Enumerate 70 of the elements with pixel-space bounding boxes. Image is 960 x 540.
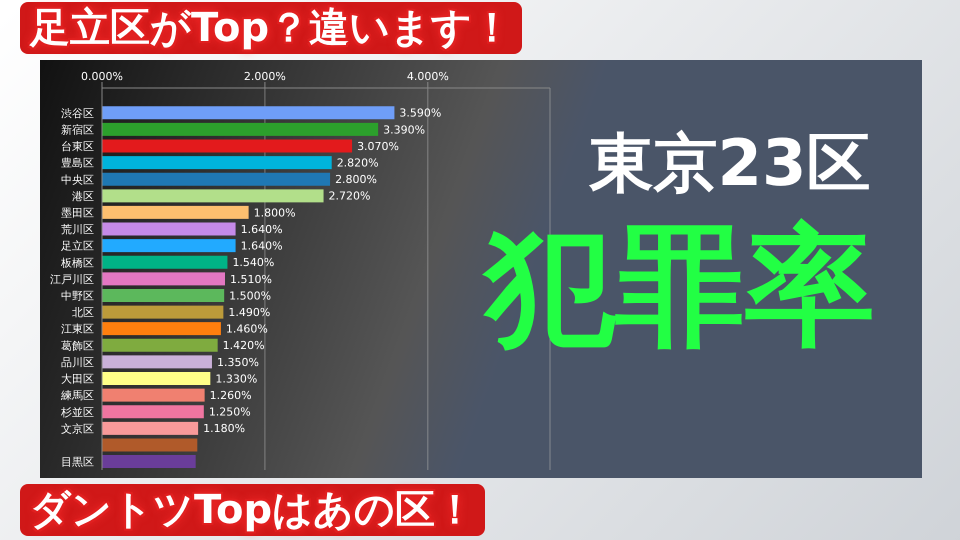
y-tick-label: 豊島区: [61, 156, 94, 170]
bar: [102, 172, 330, 186]
data-label: 1.540%: [232, 256, 274, 270]
bar: [102, 355, 212, 368]
data-label: 1.490%: [228, 306, 270, 319]
y-tick-label: 大田区: [61, 372, 94, 386]
bar: [102, 288, 224, 302]
bar: [102, 405, 204, 418]
bar: [102, 272, 225, 286]
x-tick-label: 0.000%: [81, 70, 123, 83]
data-label: 1.460%: [226, 322, 268, 336]
bar: [102, 306, 224, 319]
bar: [102, 189, 324, 202]
bar: [102, 388, 205, 402]
data-label: 2.820%: [336, 156, 379, 170]
y-tick-label: 目黒区: [61, 456, 94, 469]
y-tick-label: 足立区: [61, 240, 94, 253]
data-label: 1.250%: [208, 406, 251, 419]
y-tick-label: 江戸川区: [50, 272, 94, 286]
y-tick-label: 台東区: [61, 140, 94, 154]
bar: [102, 222, 236, 236]
y-tick-label: 中央区: [61, 173, 94, 186]
text: 足立区がTop？違います！: [20, 2, 522, 54]
bar: [102, 372, 210, 386]
y-tick-label: 中野区: [61, 290, 94, 303]
y-tick-label: 杉並区: [60, 406, 94, 419]
data-label: 1.420%: [222, 339, 265, 352]
y-tick-label: 江東区: [61, 322, 94, 336]
text: 犯罪率: [481, 210, 876, 362]
y-tick-label: 港区: [72, 190, 94, 203]
y-tick-label: 練馬区: [60, 389, 94, 402]
data-label: 1.510%: [230, 272, 272, 286]
bar: [102, 206, 249, 219]
y-tick-label: 品川区: [61, 356, 94, 369]
bar: [102, 122, 378, 136]
bar: [102, 338, 218, 352]
x-tick-label: 4.000%: [406, 70, 449, 83]
y-tick-label: 葛飾区: [61, 339, 94, 352]
bar: [102, 455, 196, 468]
bar: [102, 438, 198, 452]
bar: [102, 422, 198, 435]
data-label: 1.640%: [240, 240, 283, 253]
x-tick-label: 2.000%: [244, 70, 286, 83]
bar: [102, 106, 394, 120]
data-label: 2.720%: [328, 190, 371, 203]
data-label: 3.590%: [399, 106, 442, 120]
data-label: 2.800%: [335, 173, 378, 186]
data-label: 3.390%: [383, 123, 426, 136]
data-label: 1.330%: [215, 372, 258, 386]
text: 東京23区: [588, 126, 872, 203]
bar: [102, 139, 352, 152]
data-label: 1.350%: [216, 356, 259, 369]
bar: [102, 256, 228, 269]
bar: [102, 239, 236, 252]
data-label: 1.800%: [254, 206, 296, 220]
y-tick-label: 文京区: [61, 422, 94, 436]
data-label: 1.260%: [210, 389, 252, 402]
data-label: 3.070%: [357, 140, 400, 153]
data-label: 1.180%: [203, 422, 246, 436]
data-label: 1.640%: [240, 222, 283, 236]
y-tick-label: 新宿区: [61, 123, 94, 136]
y-tick-label: 渋谷区: [61, 106, 94, 120]
y-tick-label: 墨田区: [61, 206, 94, 220]
y-tick-label: 北区: [72, 306, 94, 320]
bar: [102, 322, 221, 336]
y-tick-label: 板橋区: [60, 256, 94, 270]
y-tick-label: 荒川区: [61, 223, 94, 236]
text: ダントツTopはあの区！: [20, 484, 486, 536]
bar: [102, 156, 332, 170]
data-label: 1.500%: [229, 289, 272, 302]
